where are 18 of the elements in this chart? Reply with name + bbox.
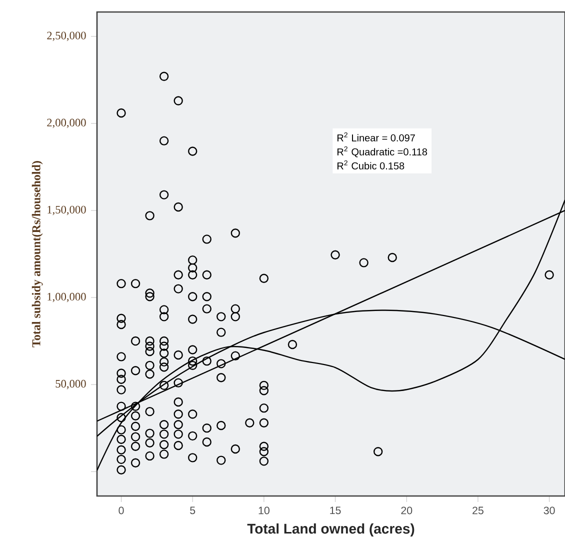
x-axis-title: Total Land owned (acres) bbox=[247, 523, 414, 536]
y-tick-label: 1,50,000 bbox=[48, 206, 86, 216]
x-tick-label: 25 bbox=[472, 506, 484, 514]
x-tick-label: 0 bbox=[118, 506, 124, 514]
annotation: R$^{2}$ Cubic 0.158 bbox=[337, 160, 404, 170]
x-tick-label: 30 bbox=[544, 506, 555, 514]
line-series bbox=[97, 199, 565, 471]
y-tick-label: 1,00,000 bbox=[48, 292, 86, 302]
y-tick-label: 2,00,000 bbox=[47, 118, 86, 128]
y-axis-title: Total subsidy amount(Rs/household) bbox=[32, 161, 43, 348]
x-tick-label: 15 bbox=[330, 506, 341, 514]
x-tick-label: 10 bbox=[258, 506, 270, 514]
y-tick-label: 2,50,000 bbox=[47, 32, 86, 41]
annotation: R$^{2}$ Quadratic =0.118 bbox=[337, 146, 428, 158]
x-tick-label: 5 bbox=[190, 506, 196, 514]
y-tick-label: 50,000 bbox=[56, 380, 86, 390]
annotation: R$^{2}$ Linear = 0.097 bbox=[337, 132, 415, 142]
x-tick-label: 20 bbox=[401, 506, 412, 514]
